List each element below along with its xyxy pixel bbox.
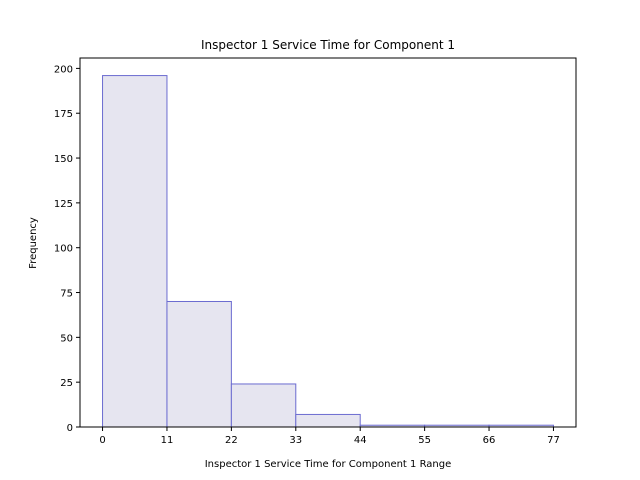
histogram-bar	[102, 75, 168, 428]
histogram-bar	[230, 383, 297, 428]
x-tick-label: 66	[483, 435, 496, 446]
bars-group	[102, 75, 554, 428]
chart-title: Inspector 1 Service Time for Component 1	[201, 38, 455, 52]
y-tick-label: 25	[60, 378, 73, 389]
y-tick-label: 175	[54, 109, 73, 120]
x-axis-title: Inspector 1 Service Time for Component 1…	[205, 459, 452, 470]
y-tick-label: 50	[60, 333, 73, 344]
x-tick-label: 22	[225, 435, 238, 446]
x-tick-label: 77	[547, 435, 560, 446]
x-tick-label: 33	[289, 435, 302, 446]
y-tick-label: 100	[54, 244, 73, 255]
y-tick-label: 75	[60, 289, 73, 300]
x-tick-label: 44	[354, 435, 367, 446]
y-axis-ticks: 0 25 50 75 100 125 150 175 200	[54, 64, 80, 434]
x-tick-label: 0	[99, 435, 105, 446]
y-tick-label: 0	[67, 423, 73, 434]
x-tick-label: 55	[418, 435, 431, 446]
x-tick-label: 11	[161, 435, 174, 446]
histogram-bar	[295, 413, 361, 428]
y-axis-title: Frequency	[28, 217, 39, 269]
y-tick-label: 150	[54, 154, 73, 165]
histogram-bar	[166, 300, 232, 428]
x-axis-ticks: 0 11 22 33 44 55 66 77	[99, 427, 560, 446]
y-tick-label: 200	[54, 64, 73, 75]
y-tick-label: 125	[54, 199, 73, 210]
plot-area-frame	[79, 57, 577, 428]
